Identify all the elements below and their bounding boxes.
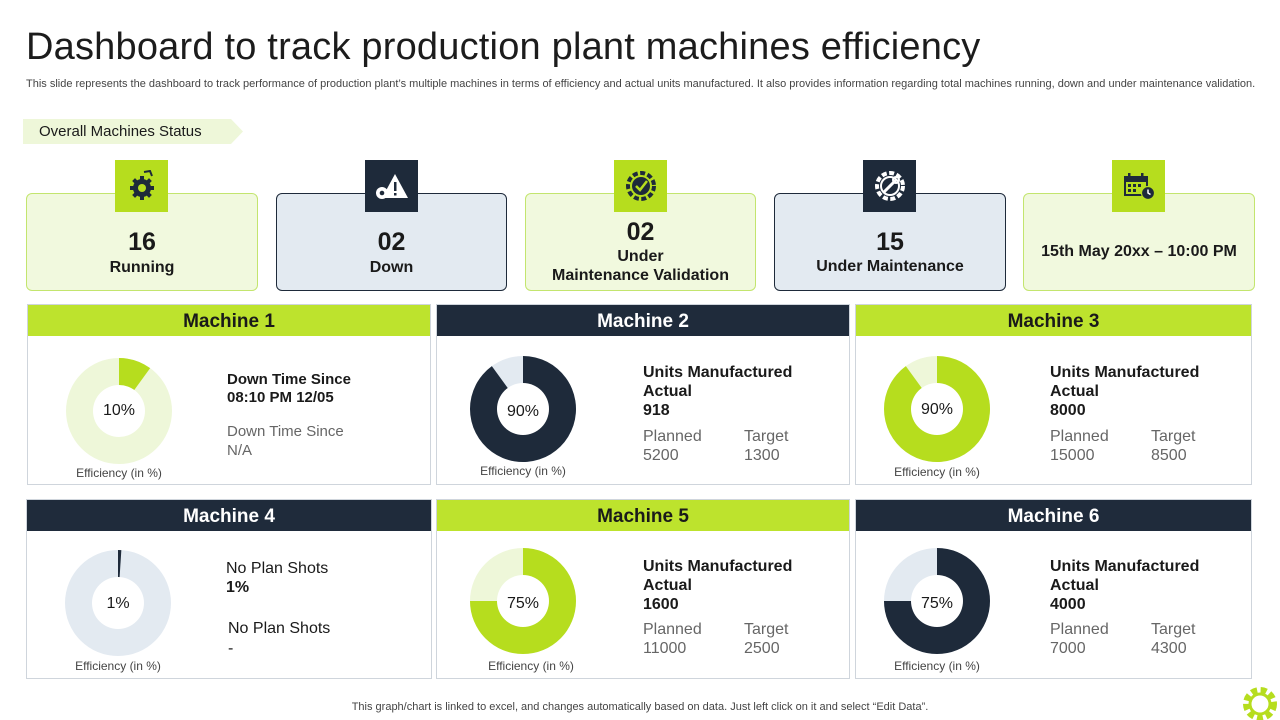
- machine-5-actual-label: Actual: [643, 577, 692, 594]
- running-count: 16: [128, 228, 156, 256]
- maintenance-validation-label-2: Maintenance Validation: [552, 267, 729, 284]
- machine-3-panel: Machine 3 90% Efficiency (in %) Units Ma…: [855, 304, 1252, 485]
- machine-1-efficiency-value: 10%: [102, 402, 136, 419]
- machine-5-target-label: Target: [744, 621, 789, 638]
- gear-wrench-icon: [863, 160, 916, 212]
- maintenance-validation-label: Under: [617, 248, 664, 265]
- under-maintenance-label: Under Maintenance: [816, 258, 964, 275]
- machine-5-actual-value: 1600: [643, 596, 679, 613]
- machine-2-title: Machine 2: [437, 305, 849, 336]
- machine-5-efficiency-value: 75%: [506, 595, 540, 612]
- machine-5-panel: Machine 5 75% Efficiency (in %) Units Ma…: [436, 499, 850, 679]
- machine-2-planned-value: 5200: [643, 447, 679, 464]
- machine-1-title: Machine 1: [28, 305, 430, 336]
- machine-6-planned-label: Planned: [1050, 621, 1109, 638]
- machine-1-line1: Down Time Since: [227, 371, 351, 388]
- machine-6-target-label: Target: [1151, 621, 1196, 638]
- machine-3-planned-value: 15000: [1050, 447, 1095, 464]
- machine-2-planned-label: Planned: [643, 428, 702, 445]
- machine-5-planned-label: Planned: [643, 621, 702, 638]
- maintenance-validation-count: 02: [626, 218, 655, 246]
- machine-3-efficiency-label: Efficiency (in %): [894, 465, 980, 479]
- gear-check-icon: [614, 160, 667, 212]
- down-count: 02: [377, 228, 406, 256]
- machine-4-line3: No Plan Shots: [228, 620, 331, 637]
- machine-4-line2: 1%: [226, 579, 250, 596]
- calendar-clock-icon: [1112, 160, 1165, 212]
- machine-3-planned-label: Planned: [1050, 428, 1109, 445]
- machine-6-planned-value: 7000: [1050, 640, 1086, 657]
- machine-3-efficiency-value: 90%: [920, 401, 954, 418]
- down-label: Down: [369, 259, 414, 276]
- machine-6-actual-value: 4000: [1050, 596, 1086, 613]
- machine-1-donut: [66, 358, 172, 464]
- machine-2-panel: Machine 2 90% Efficiency (in %) Units Ma…: [436, 304, 850, 485]
- machine-4-efficiency-label: Efficiency (in %): [75, 659, 161, 673]
- machine-3-actual-label: Actual: [1050, 383, 1099, 400]
- machine-2-efficiency-value: 90%: [506, 403, 540, 420]
- machine-2-efficiency-label: Efficiency (in %): [480, 464, 566, 478]
- machine-6-donut: [884, 548, 990, 654]
- machine-4-title: Machine 4: [27, 500, 431, 531]
- footer-note: This graph/chart is linked to excel, and…: [351, 701, 929, 713]
- machine-1-line3: Down Time Since: [227, 423, 344, 440]
- machine-5-donut: [470, 548, 576, 654]
- machine-6-actual-label: Actual: [1050, 577, 1099, 594]
- machine-1-efficiency-label: Efficiency (in %): [76, 466, 162, 480]
- machine-5-donut-hole: [497, 575, 549, 627]
- machine-1-donut-hole: [93, 385, 145, 437]
- machine-2-actual-value: 918: [643, 402, 670, 419]
- section-label: Overall Machines Status: [23, 119, 243, 144]
- status-card-maintenance-validation: 02 Under Maintenance Validation: [525, 193, 756, 291]
- machine-4-line4: -: [228, 640, 234, 657]
- machine-3-donut: [884, 356, 990, 462]
- machine-2-donut: [470, 356, 576, 462]
- gear-corner-icon: [1243, 687, 1277, 720]
- under-maintenance-count: 15: [876, 228, 904, 256]
- machine-3-actual-value: 8000: [1050, 402, 1086, 419]
- machine-2-donut-hole: [497, 383, 549, 435]
- page-subtitle: This slide represents the dashboard to t…: [26, 78, 1256, 90]
- machine-2-units-title: Units Manufactured: [643, 364, 793, 381]
- machine-4-donut: [65, 550, 171, 656]
- machine-1-line4: N/A: [227, 442, 253, 459]
- machine-3-target-label: Target: [1151, 428, 1196, 445]
- machine-4-donut-hole: [92, 577, 144, 629]
- machine-6-target-value: 4300: [1151, 640, 1187, 657]
- machine-6-units-title: Units Manufactured: [1050, 558, 1200, 575]
- machine-5-efficiency-label: Efficiency (in %): [488, 659, 574, 673]
- machine-6-panel: Machine 6 75% Efficiency (in %) Units Ma…: [855, 499, 1252, 679]
- machine-3-target-value: 8500: [1151, 447, 1187, 464]
- running-label: Running: [109, 259, 175, 276]
- machine-4-panel: Machine 4 1% Efficiency (in %) No Plan S…: [26, 499, 432, 679]
- machine-3-title: Machine 3: [856, 305, 1251, 336]
- machine-2-target-label: Target: [744, 428, 789, 445]
- warning-gear-icon: [365, 160, 418, 212]
- machine-2-target-value: 1300: [744, 447, 780, 464]
- machine-5-units-title: Units Manufactured: [643, 558, 793, 575]
- machine-6-title: Machine 6: [856, 500, 1251, 531]
- machine-6-donut-hole: [911, 575, 963, 627]
- page-title: Dashboard to track production plant mach…: [26, 26, 981, 68]
- machine-5-title: Machine 5: [437, 500, 849, 531]
- machine-6-efficiency-label: Efficiency (in %): [894, 659, 980, 673]
- machine-3-units-title: Units Manufactured: [1050, 364, 1200, 381]
- machine-6-efficiency-value: 75%: [920, 595, 954, 612]
- machine-1-panel: Machine 1 10% Efficiency (in %) Down Tim…: [27, 304, 431, 485]
- machine-3-donut-hole: [911, 383, 963, 435]
- machine-2-actual-label: Actual: [643, 383, 692, 400]
- machine-1-line2: 08:10 PM 12/05: [227, 389, 334, 406]
- datetime-label: 15th May 20xx – 10:00 PM: [1041, 243, 1237, 260]
- robot-gear-icon: [115, 160, 168, 212]
- machine-4-efficiency-value: 1%: [106, 595, 130, 612]
- machine-5-target-value: 2500: [744, 640, 780, 657]
- machine-5-planned-value: 11000: [643, 640, 687, 657]
- machine-4-line1: No Plan Shots: [226, 560, 329, 577]
